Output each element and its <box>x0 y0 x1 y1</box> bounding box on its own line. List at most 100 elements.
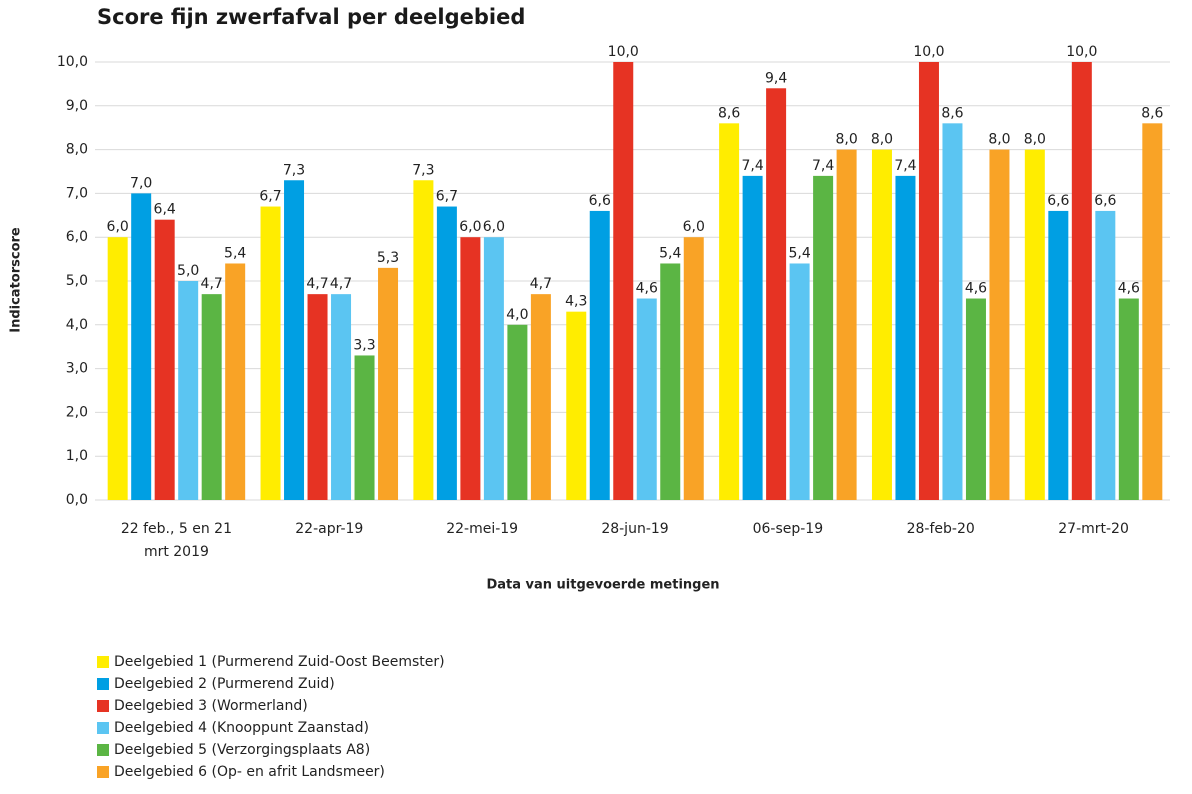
data-label: 8,0 <box>835 132 857 148</box>
data-label: 4,7 <box>330 276 352 292</box>
data-label: 4,3 <box>565 294 587 310</box>
y-tick-label: 7,0 <box>66 185 88 201</box>
data-label: 10,0 <box>1066 44 1097 60</box>
bar <box>1142 123 1163 500</box>
y-tick-label: 4,0 <box>66 317 88 333</box>
data-label: 9,4 <box>765 70 787 86</box>
data-label: 8,0 <box>871 132 893 148</box>
y-tick-label: 10,0 <box>57 54 88 70</box>
data-label: 5,4 <box>659 245 681 261</box>
bar <box>895 175 916 500</box>
y-tick-label: 6,0 <box>66 229 88 245</box>
legend-swatch <box>97 700 109 712</box>
x-tick-label: 22-apr-19 <box>295 521 364 537</box>
y-tick-label: 8,0 <box>66 142 88 158</box>
bar <box>836 149 857 500</box>
data-label: 6,4 <box>154 202 176 218</box>
y-tick-label: 0,0 <box>66 492 88 508</box>
bar <box>436 206 457 501</box>
bar <box>1118 298 1139 500</box>
y-tick-label: 3,0 <box>66 361 88 377</box>
data-label: 8,6 <box>718 105 740 121</box>
bar <box>660 263 681 500</box>
bar <box>1048 210 1069 501</box>
data-label: 4,7 <box>306 276 328 292</box>
y-tick-label: 9,0 <box>66 98 88 114</box>
bar <box>307 294 328 500</box>
data-label: 4,6 <box>636 281 658 297</box>
bar <box>107 237 128 500</box>
bar <box>201 294 222 500</box>
legend-label: Deelgebied 1 (Purmerend Zuid-Oost Beemst… <box>114 654 445 670</box>
x-tick-label: 22-mei-19 <box>446 521 519 537</box>
bar <box>989 149 1010 500</box>
data-label: 6,7 <box>259 189 281 205</box>
x-tick-label: 06-sep-19 <box>752 521 824 537</box>
bar <box>813 175 834 500</box>
bar <box>225 263 246 500</box>
bar <box>331 294 352 500</box>
chart-title: Score fijn zwerfafval per deelgebied <box>97 5 525 29</box>
legend-swatch <box>97 744 109 756</box>
bar <box>154 219 175 500</box>
bar <box>354 355 375 500</box>
bar <box>589 210 610 501</box>
y-tick-label: 5,0 <box>66 273 88 289</box>
data-label: 6,6 <box>1047 193 1069 209</box>
data-label: 5,4 <box>224 245 246 261</box>
bar <box>530 294 551 500</box>
data-label: 8,0 <box>1024 132 1046 148</box>
bar <box>683 237 704 500</box>
x-tick-label: 28-jun-19 <box>601 521 669 537</box>
data-label: 6,6 <box>1094 193 1116 209</box>
bar <box>1024 149 1045 500</box>
bar <box>942 123 963 500</box>
data-label: 4,6 <box>965 281 987 297</box>
data-label: 6,7 <box>436 189 458 205</box>
bar <box>566 311 587 500</box>
legend-swatch <box>97 656 109 668</box>
data-label: 7,4 <box>894 158 916 174</box>
bar <box>789 263 810 500</box>
data-label: 8,6 <box>1141 105 1163 121</box>
y-axis-title: Indicatorscore <box>9 227 24 333</box>
bar <box>378 267 399 500</box>
bar <box>507 324 528 500</box>
data-label: 6,0 <box>483 219 505 235</box>
bar <box>1071 62 1092 500</box>
bar <box>918 62 939 500</box>
data-label: 4,6 <box>1118 281 1140 297</box>
x-tick-label: 28-feb-20 <box>906 521 975 537</box>
data-label: 4,7 <box>201 276 223 292</box>
bar <box>719 123 740 500</box>
legend-label: Deelgebied 3 (Wormerland) <box>114 698 308 714</box>
legend-label: Deelgebied 2 (Purmerend Zuid) <box>114 676 335 692</box>
bar <box>178 281 199 500</box>
bar <box>260 206 281 501</box>
bar <box>1095 210 1116 501</box>
data-label: 6,0 <box>459 219 481 235</box>
bar <box>636 298 657 500</box>
legend-label: Deelgebied 4 (Knooppunt Zaanstad) <box>114 720 369 736</box>
data-label: 6,0 <box>107 219 129 235</box>
data-label: 6,6 <box>589 193 611 209</box>
bar <box>766 88 787 500</box>
legend-swatch <box>97 766 109 778</box>
data-label: 8,0 <box>988 132 1010 148</box>
legend-swatch <box>97 678 109 690</box>
bar <box>613 62 634 500</box>
x-tick-label: 27-mrt-20 <box>1058 521 1129 537</box>
data-label: 7,3 <box>283 162 305 178</box>
bar <box>284 180 305 500</box>
bar <box>460 237 481 500</box>
data-label: 3,3 <box>353 337 375 353</box>
data-label: 5,3 <box>377 250 399 266</box>
bar <box>483 237 504 500</box>
data-label: 5,0 <box>177 263 199 279</box>
bar <box>965 298 986 500</box>
bar <box>413 180 434 500</box>
data-label: 4,0 <box>506 307 528 323</box>
data-label: 7,3 <box>412 162 434 178</box>
